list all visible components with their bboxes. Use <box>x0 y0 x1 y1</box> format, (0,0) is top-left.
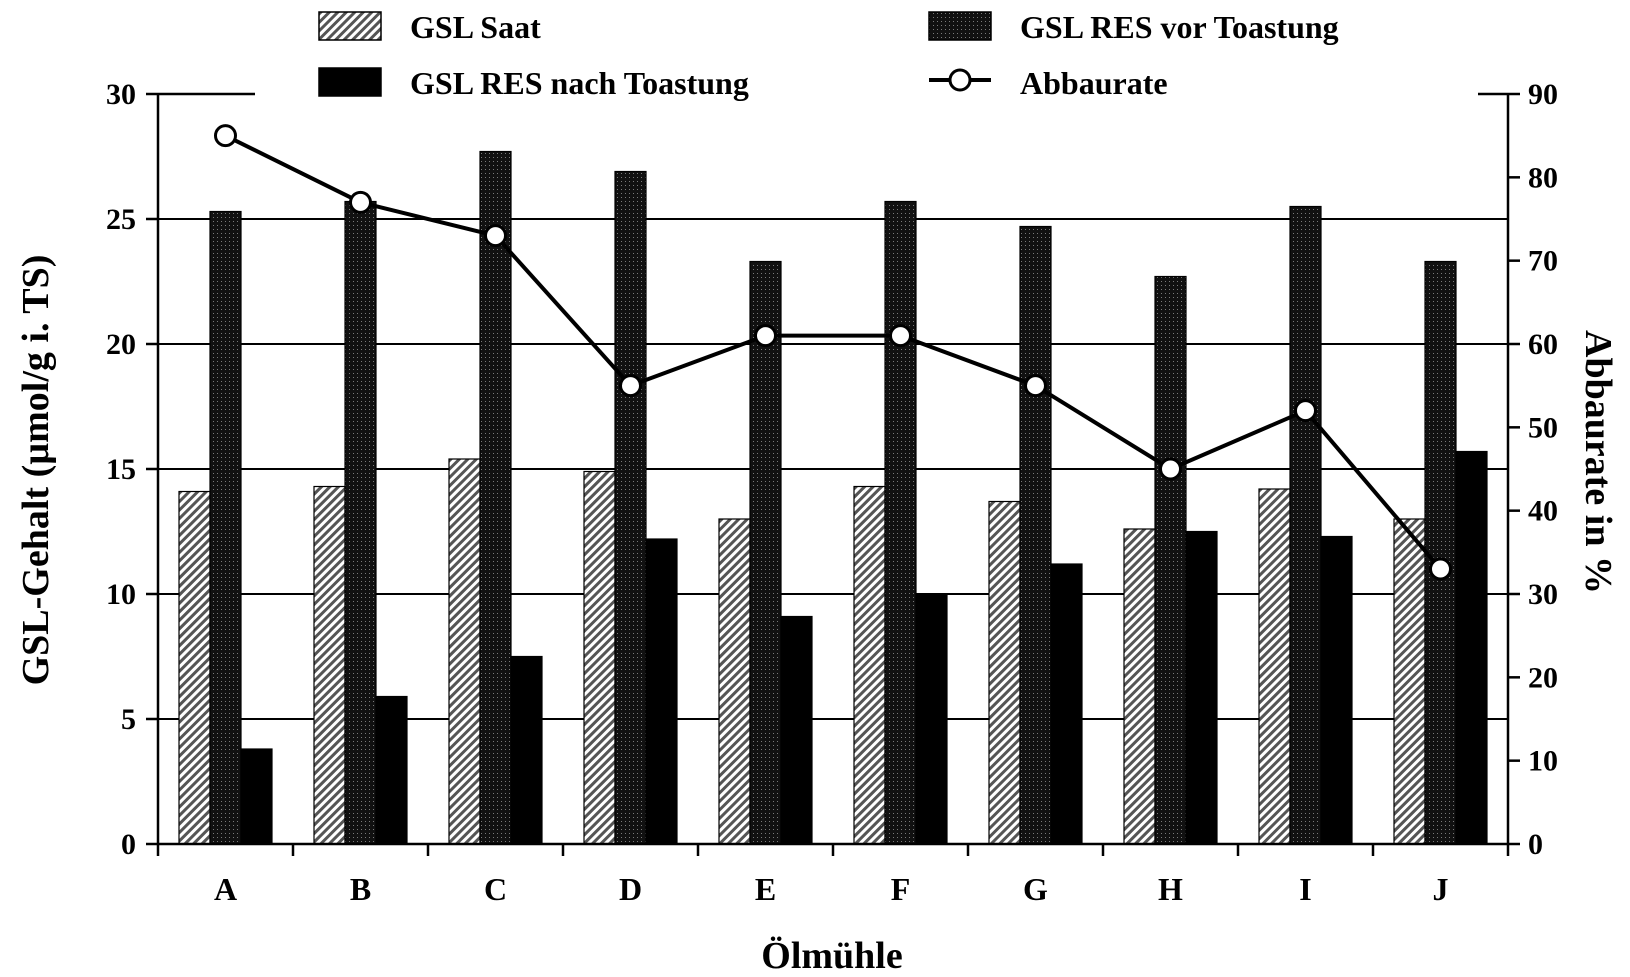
point-abbaurate-f <box>889 324 912 348</box>
y2-tick-label-60: 60 <box>1528 328 1558 361</box>
bar-gsl-res-vor-toastung-b <box>344 200 377 845</box>
bar-gsl-res-nach-toastung-a <box>240 748 273 845</box>
bar-gsl-res-nach-toastung-j <box>1455 450 1488 845</box>
legend-label-gsl-res-nach-toastung: GSL RES nach Toastung <box>410 65 749 101</box>
legend-swatch-gsl-res-nach-toastung <box>318 67 382 97</box>
x-tick-label-d: D <box>619 871 642 907</box>
point-abbaurate-i <box>1294 399 1317 423</box>
y2-tick-label-50: 50 <box>1528 411 1558 444</box>
legend-item-gsl-res-vor-toastung: GSL RES vor Toastung <box>928 9 1339 45</box>
y-tick-label-0: 0 <box>121 828 136 861</box>
legend-swatch-gsl-saat <box>318 11 382 41</box>
bar-gsl-res-vor-toastung-g <box>1019 225 1052 845</box>
y2-tick-label-10: 10 <box>1528 745 1558 778</box>
x-tick-label-c: C <box>484 871 507 907</box>
y2-axis-title: Abbaurate in % <box>1577 330 1619 594</box>
x-tick-label-a: A <box>214 871 237 907</box>
x-tick-label-f: F <box>891 871 911 907</box>
x-tick-label-h: H <box>1158 871 1183 907</box>
bar-gsl-res-vor-toastung-a <box>209 210 242 845</box>
bar-gsl-saat-g <box>988 500 1021 845</box>
point-abbaurate-g <box>1024 374 1047 398</box>
y2-tick-label-70: 70 <box>1528 245 1558 278</box>
legend-marker-abbaurate <box>948 68 972 92</box>
bar-gsl-res-nach-toastung-g <box>1050 563 1083 845</box>
bar-gsl-res-nach-toastung-e <box>780 615 813 845</box>
bar-gsl-res-nach-toastung-c <box>510 655 543 845</box>
x-tick-label-g: G <box>1023 871 1048 907</box>
bar-gsl-saat-j <box>1393 518 1426 845</box>
y-tick-label-10: 10 <box>106 578 136 611</box>
x-tick-label-i: I <box>1299 871 1311 907</box>
point-abbaurate-j <box>1429 557 1452 581</box>
bar-gsl-saat-i <box>1258 488 1291 845</box>
point-abbaurate-a <box>214 124 237 148</box>
y-tick-label-25: 25 <box>106 203 136 236</box>
y2-tick-label-30: 30 <box>1528 578 1558 611</box>
bar-gsl-res-nach-toastung-i <box>1320 535 1353 845</box>
bar-gsl-res-nach-toastung-h <box>1185 530 1218 845</box>
bar-gsl-res-vor-toastung-i <box>1289 205 1322 845</box>
legend: GSL Saat GSL RES vor Toastung GSL RES na… <box>318 9 1339 101</box>
y2-tick-label-20: 20 <box>1528 661 1558 694</box>
legend-item-abbaurate: Abbaurate <box>929 65 1168 101</box>
x-axis-title: Ölmühle <box>761 935 902 977</box>
y2-tick-label-0: 0 <box>1528 828 1543 861</box>
bar-gsl-res-vor-toastung-e <box>749 260 782 845</box>
y2-tick-label-40: 40 <box>1528 495 1558 528</box>
bar-gsl-saat-d <box>583 470 616 845</box>
point-abbaurate-e <box>754 324 777 348</box>
bar-gsl-saat-b <box>313 485 346 845</box>
abbaurate-line <box>214 124 1452 581</box>
bars <box>178 150 1488 845</box>
x-tick-label-e: E <box>755 871 776 907</box>
bar-gsl-res-vor-toastung-h <box>1154 275 1187 845</box>
y-tick-label-30: 30 <box>106 78 136 111</box>
y-tick-label-5: 5 <box>121 703 136 736</box>
point-abbaurate-h <box>1159 457 1182 481</box>
bar-gsl-res-nach-toastung-b <box>375 695 408 845</box>
y-tick-label-20: 20 <box>106 328 136 361</box>
bar-gsl-saat-f <box>853 485 886 845</box>
y-tick-label-15: 15 <box>106 453 136 486</box>
bar-gsl-res-vor-toastung-j <box>1424 260 1457 845</box>
bar-gsl-saat-h <box>1123 528 1156 845</box>
bar-gsl-res-vor-toastung-c <box>479 150 512 845</box>
legend-swatch-gsl-res-vor-toastung <box>928 11 992 41</box>
point-abbaurate-d <box>619 374 642 398</box>
x-tick-label-j: J <box>1433 871 1449 907</box>
x-tick-label-b: B <box>350 871 371 907</box>
line-abbaurate <box>224 133 1443 571</box>
bar-gsl-res-nach-toastung-d <box>645 538 678 845</box>
legend-item-gsl-res-nach-toastung: GSL RES nach Toastung <box>318 65 749 101</box>
bar-gsl-res-vor-toastung-d <box>614 170 647 845</box>
bar-gsl-res-nach-toastung-f <box>915 593 948 845</box>
bar-gsl-saat-c <box>448 458 481 845</box>
bar-gsl-saat-e <box>718 518 751 845</box>
y-axis-title: GSL-Gehalt (µmol/g i. TS) <box>15 255 57 686</box>
legend-item-gsl-saat: GSL Saat <box>318 9 541 45</box>
axes: 0 5 10 15 20 25 30 0 10 20 30 40 50 60 70 80 90 A B C D E F G H I… <box>106 78 1558 907</box>
legend-label-gsl-saat: GSL Saat <box>410 9 541 45</box>
y2-tick-label-90: 90 <box>1528 78 1558 111</box>
point-abbaurate-b <box>349 190 372 214</box>
y2-tick-label-80: 80 <box>1528 161 1558 194</box>
bar-gsl-saat-a <box>178 490 211 845</box>
legend-label-abbaurate: Abbaurate <box>1020 65 1168 101</box>
bar-gsl-res-vor-toastung-f <box>884 200 917 845</box>
point-abbaurate-c <box>484 224 507 248</box>
legend-label-gsl-res-vor-toastung: GSL RES vor Toastung <box>1020 9 1339 45</box>
